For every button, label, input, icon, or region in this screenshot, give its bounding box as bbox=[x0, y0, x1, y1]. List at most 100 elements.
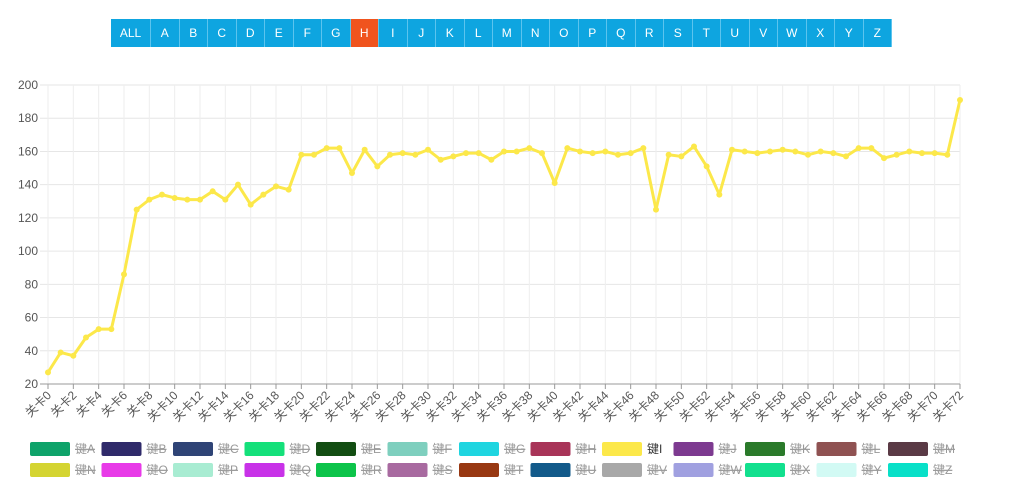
point bbox=[83, 334, 89, 341]
point bbox=[513, 148, 520, 155]
point bbox=[184, 196, 191, 203]
filter-button[interactable]: V bbox=[749, 19, 778, 47]
point bbox=[653, 206, 659, 213]
legend-swatch bbox=[387, 442, 428, 456]
legend-label[interactable]: 键Q bbox=[290, 463, 311, 477]
x-tick-label: 关卡0 bbox=[23, 388, 55, 420]
point bbox=[602, 148, 609, 155]
legend-label[interactable]: 键Y bbox=[862, 463, 882, 477]
point bbox=[209, 188, 216, 195]
point bbox=[45, 369, 51, 376]
point bbox=[336, 145, 343, 152]
point bbox=[754, 150, 761, 157]
legend-label[interactable]: 键U bbox=[576, 463, 597, 477]
y-tick-label: 80 bbox=[25, 277, 39, 291]
legend-swatch bbox=[602, 442, 642, 456]
y-tick-label: 100 bbox=[18, 244, 38, 258]
point bbox=[247, 201, 254, 208]
filter-button[interactable]: O bbox=[550, 19, 579, 47]
legend-label[interactable]: 键X bbox=[790, 463, 810, 477]
filter-button[interactable]: Q bbox=[607, 19, 636, 47]
filter-button[interactable]: W bbox=[778, 19, 807, 47]
filter-button[interactable]: J bbox=[407, 19, 436, 47]
legend-label[interactable]: 键W bbox=[719, 463, 743, 477]
point bbox=[488, 156, 495, 163]
y-tick-label: 180 bbox=[18, 111, 38, 125]
filter-button[interactable]: ALL bbox=[111, 19, 151, 47]
legend-label[interactable]: 键H bbox=[576, 442, 597, 456]
filter-button[interactable]: X bbox=[806, 19, 835, 47]
filter-button[interactable]: Z bbox=[863, 19, 892, 47]
filter-button[interactable]: R bbox=[635, 19, 664, 47]
filter-button[interactable]: D bbox=[236, 19, 265, 47]
legend-swatch bbox=[244, 442, 285, 456]
legend-label[interactable]: 键V bbox=[647, 463, 667, 477]
point bbox=[57, 349, 64, 356]
point bbox=[171, 194, 178, 201]
legend-label[interactable]: 键B bbox=[147, 442, 167, 456]
point bbox=[817, 148, 824, 155]
filter-button[interactable]: P bbox=[578, 19, 607, 47]
point bbox=[729, 146, 735, 153]
filter-button[interactable]: C bbox=[208, 19, 237, 47]
legend-swatch bbox=[745, 442, 785, 456]
filter-button[interactable]: F bbox=[293, 19, 322, 47]
filter-button[interactable]: M bbox=[493, 19, 522, 47]
legend-label[interactable]: 键E bbox=[361, 442, 381, 456]
point bbox=[589, 150, 596, 157]
legend-label[interactable]: 键I bbox=[647, 442, 662, 456]
point bbox=[893, 151, 900, 158]
filter-button[interactable]: I bbox=[379, 19, 408, 47]
point bbox=[95, 326, 102, 333]
filter-button[interactable]: N bbox=[521, 19, 550, 47]
legend-swatch bbox=[101, 463, 142, 477]
legend-label[interactable]: 键Z bbox=[933, 463, 952, 477]
y-tick-label: 160 bbox=[18, 144, 38, 158]
filter-bar: ALL A B C D E F G H I J K L M N O P Q R S T U V W X Y Z bbox=[111, 19, 892, 47]
legend-label[interactable]: 键K bbox=[790, 442, 810, 456]
legend-swatch bbox=[30, 463, 70, 477]
legend-label[interactable]: 键C bbox=[218, 442, 239, 456]
point bbox=[222, 196, 229, 203]
y-tick-label: 200 bbox=[18, 78, 38, 92]
legend-label[interactable]: 键F bbox=[433, 442, 452, 456]
point bbox=[779, 146, 786, 153]
legend-label[interactable]: 键O bbox=[147, 463, 168, 477]
point bbox=[323, 145, 330, 152]
legend-label[interactable]: 键N bbox=[75, 463, 96, 477]
point bbox=[830, 150, 837, 157]
legend-label[interactable]: 键J bbox=[719, 442, 737, 456]
legend-label[interactable]: 键D bbox=[290, 442, 311, 456]
legend-label[interactable]: 键A bbox=[75, 442, 95, 456]
legend-swatch bbox=[459, 442, 499, 456]
point bbox=[197, 196, 203, 203]
point bbox=[703, 163, 710, 170]
point bbox=[741, 148, 748, 155]
legend-label[interactable]: 键R bbox=[361, 463, 382, 477]
legend-label[interactable]: 键L bbox=[862, 442, 881, 456]
legend-label[interactable]: 键S bbox=[433, 463, 453, 477]
y-tick-label: 120 bbox=[18, 211, 38, 225]
filter-button[interactable]: S bbox=[664, 19, 693, 47]
legend-label[interactable]: 键P bbox=[218, 463, 238, 477]
filter-button[interactable]: K bbox=[436, 19, 465, 47]
filter-button[interactable]: E bbox=[265, 19, 294, 47]
filter-button[interactable]: U bbox=[721, 19, 750, 47]
filter-button[interactable]: A bbox=[151, 19, 180, 47]
legend-swatch bbox=[888, 463, 928, 477]
filter-button[interactable]: G bbox=[322, 19, 351, 47]
filter-button[interactable]: H bbox=[350, 19, 379, 47]
filter-button[interactable]: Y bbox=[835, 19, 864, 47]
point bbox=[792, 148, 799, 155]
point bbox=[463, 150, 469, 157]
legend-swatch bbox=[173, 463, 213, 477]
legend-label[interactable]: 键T bbox=[504, 463, 524, 477]
point bbox=[298, 151, 305, 158]
filter-button[interactable]: T bbox=[692, 19, 721, 47]
filter-button[interactable]: L bbox=[464, 19, 493, 47]
legend-label[interactable]: 键M bbox=[933, 442, 955, 456]
filter-button[interactable]: B bbox=[179, 19, 208, 47]
point bbox=[273, 183, 279, 190]
legend-label[interactable]: 键G bbox=[504, 442, 525, 456]
